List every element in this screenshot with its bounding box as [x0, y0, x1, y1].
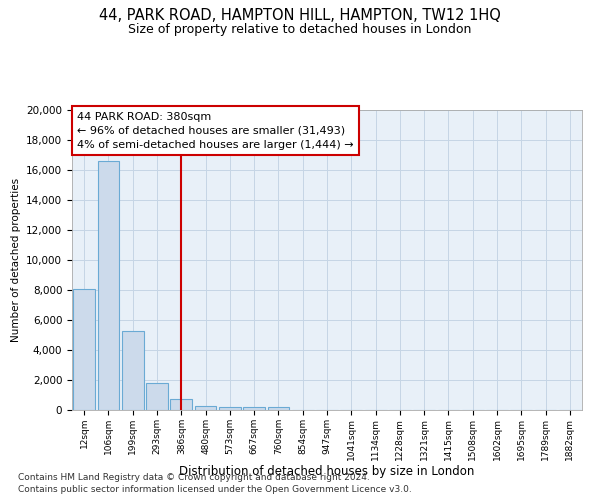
- Bar: [73, 289, 95, 410]
- Bar: [97, 161, 119, 410]
- Bar: [268, 407, 289, 410]
- X-axis label: Distribution of detached houses by size in London: Distribution of detached houses by size …: [179, 466, 475, 478]
- Text: Size of property relative to detached houses in London: Size of property relative to detached ho…: [128, 22, 472, 36]
- Text: 44, PARK ROAD, HAMPTON HILL, HAMPTON, TW12 1HQ: 44, PARK ROAD, HAMPTON HILL, HAMPTON, TW…: [99, 8, 501, 22]
- Bar: [194, 406, 217, 410]
- Text: Contains HM Land Registry data © Crown copyright and database right 2024.: Contains HM Land Registry data © Crown c…: [18, 472, 370, 482]
- Text: 44 PARK ROAD: 380sqm
← 96% of detached houses are smaller (31,493)
4% of semi-de: 44 PARK ROAD: 380sqm ← 96% of detached h…: [77, 112, 354, 150]
- Text: Contains public sector information licensed under the Open Government Licence v3: Contains public sector information licen…: [18, 485, 412, 494]
- Bar: [170, 399, 192, 410]
- Y-axis label: Number of detached properties: Number of detached properties: [11, 178, 20, 342]
- Bar: [122, 330, 143, 410]
- Bar: [146, 383, 168, 410]
- Bar: [219, 407, 241, 410]
- Bar: [243, 407, 265, 410]
